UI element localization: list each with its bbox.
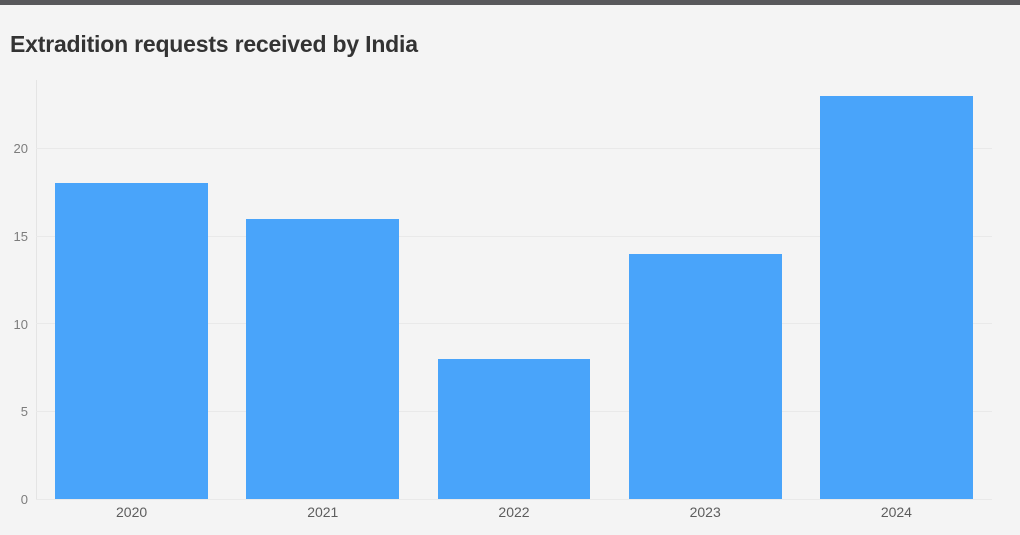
y-axis-tick-label: 15 bbox=[13, 229, 28, 245]
y-axis-tick-label: 10 bbox=[13, 316, 28, 332]
bar-2023[interactable] bbox=[628, 253, 782, 499]
bar-2021[interactable] bbox=[246, 218, 400, 499]
y-axis-tick-label: 20 bbox=[13, 141, 28, 157]
y-gridline bbox=[36, 323, 992, 325]
x-axis-tick-label: 2021 bbox=[307, 504, 339, 520]
y-gridline bbox=[36, 235, 992, 237]
bar-2024[interactable] bbox=[819, 95, 973, 499]
bar-2022[interactable] bbox=[437, 358, 591, 499]
x-axis-tick-label: 2022 bbox=[498, 504, 530, 520]
bar-2020[interactable] bbox=[55, 183, 209, 499]
y-gridline bbox=[36, 498, 992, 500]
y-axis-tick-label: 0 bbox=[20, 492, 28, 507]
top-accent-bar bbox=[0, 0, 1020, 5]
x-axis-tick-label: 2024 bbox=[880, 504, 912, 520]
y-gridline bbox=[36, 147, 992, 149]
y-axis-line bbox=[36, 80, 37, 499]
bar-chart-plot-area: 0 5 10 15 20 2020 2021 2022 2023 2024 bbox=[14, 80, 992, 519]
x-axis-tick-label: 2023 bbox=[689, 504, 721, 520]
chart-title: Extradition requests received by India bbox=[10, 31, 418, 57]
y-axis-tick-label: 5 bbox=[20, 404, 28, 420]
x-axis-tick-label: 2020 bbox=[116, 504, 148, 520]
